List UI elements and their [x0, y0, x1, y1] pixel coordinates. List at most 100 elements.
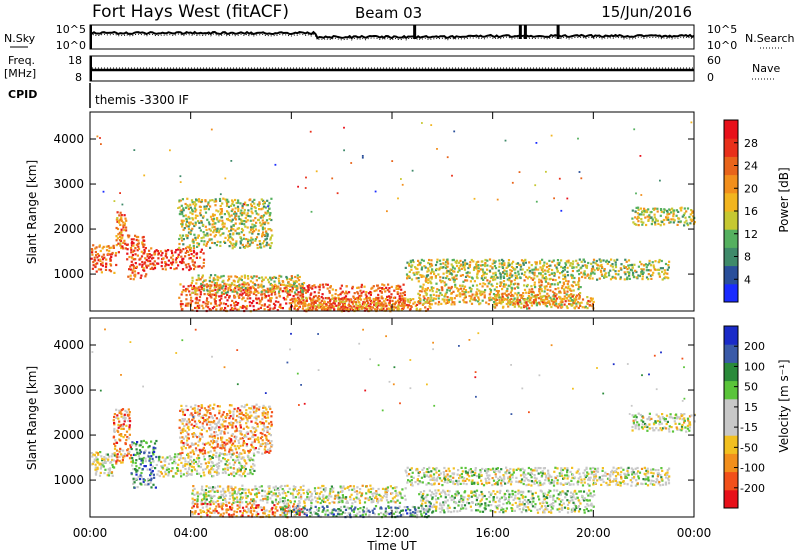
velocity-cell — [281, 500, 284, 503]
power-cell — [218, 287, 221, 290]
velocity-cell — [208, 420, 211, 423]
power-cell — [502, 280, 506, 283]
power-colorbar-swatch — [724, 229, 738, 248]
power-cell — [512, 299, 515, 302]
velocity-cell — [127, 437, 130, 440]
velocity-cell — [385, 496, 388, 499]
power-cell — [427, 269, 430, 272]
power-cell — [200, 239, 203, 243]
power-cell — [131, 269, 134, 272]
power-cell — [215, 200, 218, 203]
power-cell — [132, 278, 135, 281]
power-cell — [525, 285, 529, 288]
power-cell — [371, 301, 374, 304]
power-cell — [579, 292, 582, 295]
freq-label: Freq. — [8, 54, 35, 67]
power-speck — [553, 197, 555, 200]
power-cell — [410, 278, 414, 281]
power-cell — [508, 302, 511, 305]
power-cell — [302, 302, 305, 305]
velocity-cell — [136, 451, 139, 454]
power-cell — [202, 301, 205, 304]
power-cell — [630, 269, 634, 272]
velocity-cell — [216, 445, 219, 448]
power-cell — [141, 265, 144, 268]
power-cell — [296, 293, 299, 296]
velocity-cell — [227, 489, 230, 492]
power-cell — [198, 221, 201, 224]
power-cell — [229, 219, 232, 222]
velocity-cell — [183, 413, 186, 416]
velocity-cell — [249, 471, 252, 474]
power-cell — [416, 267, 419, 271]
velocity-cell — [235, 472, 238, 475]
velocity-cell — [228, 417, 231, 420]
power-cell — [241, 229, 245, 232]
velocity-cell — [279, 497, 282, 500]
power-cell — [592, 258, 596, 261]
power-cell — [517, 286, 520, 289]
velocity-cell — [196, 411, 199, 414]
velocity-cell — [243, 442, 246, 445]
power-cell — [575, 266, 578, 269]
velocity-cell — [216, 437, 220, 440]
power-cell — [181, 223, 184, 226]
velocity-cell — [261, 439, 264, 442]
velocity-cell — [90, 452, 93, 455]
velocity-cell — [373, 492, 376, 495]
power-cell — [220, 307, 223, 310]
velocity-cell — [230, 444, 234, 447]
velocity-cell — [127, 448, 130, 451]
power-cell — [118, 214, 121, 217]
power-cell — [477, 300, 480, 303]
power-cell — [495, 286, 498, 289]
power-cell — [240, 239, 243, 242]
power-cell — [263, 303, 266, 306]
power-cell — [226, 299, 229, 302]
power-cell — [254, 228, 257, 231]
velocity-cell — [386, 486, 389, 489]
velocity-cell — [257, 451, 260, 454]
power-speck — [640, 194, 643, 196]
velocity-cell — [241, 496, 244, 499]
velocity-cell — [231, 503, 234, 506]
velocity-cell — [212, 509, 215, 512]
velocity-cell — [223, 432, 226, 435]
power-cell — [181, 268, 185, 271]
power-cell — [259, 221, 262, 224]
power-cell — [603, 269, 606, 272]
power-cell — [185, 298, 188, 301]
velocity-cell — [292, 488, 295, 491]
power-cell — [213, 298, 216, 301]
power-cell — [477, 296, 480, 299]
power-cell — [453, 303, 456, 306]
velocity-cell — [224, 471, 227, 475]
velocity-cell — [269, 434, 272, 437]
power-cell — [505, 266, 508, 269]
power-cell — [277, 277, 280, 280]
power-cell — [194, 291, 197, 294]
power-cell — [534, 299, 537, 302]
power-cell — [526, 283, 529, 287]
power-cell — [92, 261, 95, 264]
power-cell — [643, 207, 646, 210]
power-cell — [229, 287, 232, 290]
power-cell — [508, 277, 511, 280]
velocity-cell — [132, 479, 135, 482]
power-cell — [94, 265, 97, 268]
power-cell — [202, 215, 205, 218]
power-cell — [266, 199, 269, 202]
power-cell — [450, 298, 454, 301]
velocity-cell — [216, 440, 219, 443]
velocity-cell — [210, 440, 213, 443]
power-cell — [655, 218, 658, 221]
power-cell — [224, 296, 227, 299]
power-cell — [463, 297, 466, 300]
velocity-cell — [181, 436, 184, 439]
velocity-cell — [303, 500, 306, 503]
velocity-cell — [113, 413, 116, 416]
velocity-cell — [217, 461, 221, 464]
power-cell — [567, 285, 570, 288]
power-cell — [235, 232, 238, 235]
velocity-cell — [198, 419, 201, 422]
